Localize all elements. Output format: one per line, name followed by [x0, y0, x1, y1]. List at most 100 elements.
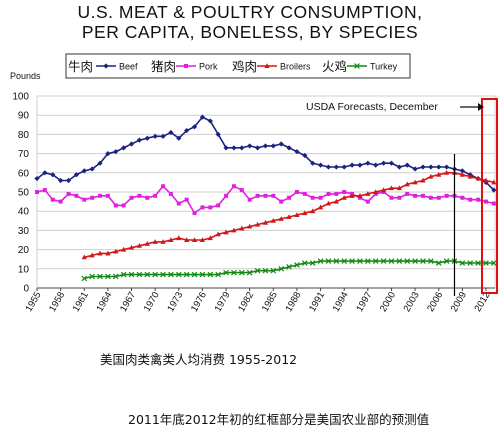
legend-label-turkey: Turkey: [370, 62, 398, 72]
turkey-point: [428, 258, 434, 264]
turkey-point-stroke: [420, 258, 426, 264]
turkey-point-stroke: [168, 271, 174, 278]
turkey-point-stroke: [483, 260, 489, 266]
broilers-point: [144, 241, 150, 246]
legend-label-cn-turkey: 火鸡: [322, 59, 347, 74]
beef-point: [231, 145, 237, 151]
broilers-point: [160, 239, 166, 244]
turkey-point: [372, 258, 379, 264]
broilers-point: [317, 204, 324, 210]
pork-point: [247, 197, 252, 202]
turkey-point-stroke: [412, 258, 418, 264]
y-tick-label: 0: [23, 284, 29, 295]
x-tick-label: 1985: [260, 290, 280, 314]
turkey-point-stroke: [183, 271, 190, 278]
pork-point: [200, 205, 205, 210]
turkey-point-stroke: [112, 273, 119, 280]
turkey-point: [112, 273, 119, 280]
beef-point: [310, 160, 316, 166]
pork-point: [428, 195, 433, 200]
x-tick-label: 1997: [354, 290, 374, 314]
y-tick-label: 90: [18, 111, 30, 122]
pork-point: [74, 193, 79, 198]
x-tick-label: 2009: [449, 290, 469, 314]
turkey-point-stroke: [317, 258, 324, 264]
turkey-point: [160, 271, 166, 278]
pork-point: [153, 193, 158, 198]
legend-label-cn-broilers: 鸡肉: [232, 59, 257, 74]
x-tick-label: 2003: [402, 290, 422, 314]
turkey-point: [262, 267, 269, 274]
turkey-point-stroke: [475, 260, 481, 266]
broilers-point: [420, 177, 426, 183]
beef-point: [223, 145, 229, 151]
pork-point: [460, 195, 465, 200]
broilers-point: [396, 185, 402, 191]
turkey-point: [223, 269, 229, 276]
broilers-point: [215, 231, 221, 237]
pork-point: [113, 203, 118, 208]
turkey-point: [89, 273, 95, 280]
broilers-point: [483, 177, 489, 183]
beef-point: [412, 166, 418, 172]
broilers-point: [239, 225, 245, 231]
turkey-point-stroke: [286, 264, 292, 270]
pork-point: [192, 211, 197, 216]
turkey-point-stroke: [435, 260, 442, 266]
broilers-point: [286, 214, 292, 219]
turkey-point: [270, 267, 277, 274]
broilers-point: [199, 237, 206, 242]
beef-point: [58, 177, 64, 184]
beef-point: [136, 137, 143, 143]
broilers-point: [333, 198, 339, 204]
broilers-point: [365, 191, 371, 196]
broilers-point: [388, 185, 395, 191]
pork-point: [98, 193, 103, 198]
turkey-point-stroke: [309, 260, 316, 266]
turkey-point-stroke: [388, 258, 395, 264]
turkey-point: [175, 271, 182, 278]
pork-point: [491, 201, 496, 206]
y-tick-label: 30: [18, 226, 30, 237]
forecast-label: USDA Forecasts, December: [306, 101, 438, 113]
turkey-point: [120, 271, 127, 278]
broilers-point: [231, 227, 237, 233]
legend-label-pork: Pork: [199, 62, 218, 72]
broilers-point: [97, 250, 103, 256]
pork-point: [42, 188, 47, 193]
broilers-point: [176, 235, 182, 241]
turkey-point-stroke: [294, 262, 300, 268]
beef-point: [103, 63, 109, 69]
beef-point: [428, 164, 434, 170]
beef-point: [420, 164, 426, 170]
beef-point: [144, 135, 150, 141]
pork-point: [334, 191, 339, 196]
beef-point: [436, 164, 442, 170]
turkey-point: [254, 267, 261, 274]
beef-point: [302, 152, 308, 159]
turkey-point: [309, 260, 316, 266]
broilers-point: [404, 181, 410, 187]
turkey-point: [341, 258, 348, 264]
broilers-point: [128, 244, 135, 250]
pork-point: [255, 193, 260, 198]
y-tick-label: 20: [18, 245, 30, 256]
turkey-point: [396, 258, 403, 264]
turkey-point: [483, 260, 489, 266]
beef-point: [50, 172, 56, 178]
turkey-point-stroke: [120, 271, 127, 278]
turkey-point-stroke: [459, 260, 466, 266]
beef-point: [357, 162, 363, 168]
turkey-point-stroke: [491, 260, 497, 266]
pork-point: [82, 197, 87, 202]
broilers-point: [136, 242, 143, 248]
legend-label-cn-pork: 猪肉: [151, 59, 176, 74]
x-tick-label: 1976: [189, 290, 209, 314]
pork-point: [405, 191, 410, 196]
beef-point: [333, 164, 339, 170]
turkey-point-stroke: [246, 269, 253, 276]
beef-point: [459, 168, 465, 174]
turkey-point: [105, 273, 111, 280]
beef-point: [444, 164, 450, 170]
turkey-point: [81, 275, 88, 282]
